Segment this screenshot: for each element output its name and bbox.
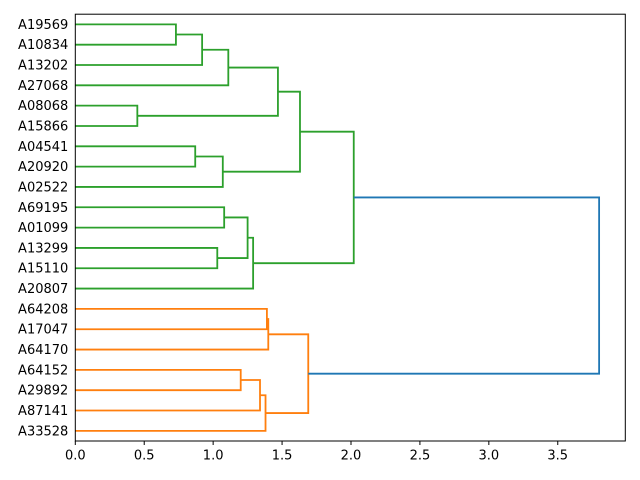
dendrogram-link-M18: [75, 394, 267, 432]
leaf-label-A02522: A02522: [18, 180, 68, 195]
dendrogram-link-M6: [75, 145, 197, 168]
x-tick-label: 0.0: [65, 449, 86, 464]
dendrogram-link-M14: [75, 307, 268, 331]
x-tick-label: 1.0: [203, 449, 224, 464]
leaf-label-A20920: A20920: [18, 160, 68, 175]
x-tick-label: 3.0: [478, 449, 499, 464]
leaf-label-A15866: A15866: [18, 119, 68, 134]
dendrogram-link-M19: [265, 333, 310, 414]
dendrogram-link-M3: [75, 48, 230, 87]
leaf-label-A04541: A04541: [18, 140, 68, 155]
dendrogram-link-M7: [75, 155, 224, 188]
dendrogram-link-M1: [75, 23, 177, 46]
dendrogram-link-M20: [308, 196, 601, 375]
leaf-label-A01099: A01099: [18, 221, 68, 236]
dendrogram-link-M5: [137, 66, 279, 117]
leaf-label-A69195: A69195: [18, 201, 68, 216]
leaf-label-A15110: A15110: [18, 262, 68, 277]
leaf-label-A20807: A20807: [18, 282, 68, 297]
plot-frame: [74, 13, 626, 442]
leaf-label-A13299: A13299: [18, 241, 68, 256]
leaf-label-A08068: A08068: [18, 99, 68, 114]
leaf-label-A64208: A64208: [18, 302, 68, 317]
leaf-label-A64170: A64170: [18, 343, 68, 358]
leaf-label-A10834: A10834: [18, 38, 68, 53]
x-tick-label: 0.5: [134, 449, 155, 464]
dendrogram-link-M11: [217, 216, 249, 259]
leaf-label-A29892: A29892: [18, 384, 68, 399]
leaf-label-A87141: A87141: [18, 404, 68, 419]
dendrogram-link-M13: [253, 130, 355, 265]
dendrogram-link-M4: [75, 104, 139, 127]
x-tick-label: 3.5: [547, 449, 568, 464]
leaf-label-A13202: A13202: [18, 59, 68, 74]
dendrogram-link-M10: [75, 247, 219, 270]
x-tick-label: 1.5: [272, 449, 293, 464]
dendrogram-link-M12: [75, 236, 255, 290]
dendrogram-link-M9: [75, 206, 226, 229]
dendrogram-link-M17: [75, 379, 261, 412]
leaf-label-A17047: A17047: [18, 323, 68, 338]
leaf-label-A33528: A33528: [18, 424, 68, 439]
dendrogram-link-M15: [75, 318, 270, 351]
leaf-label-A27068: A27068: [18, 79, 68, 94]
x-tick-label: 2.5: [410, 449, 431, 464]
x-tick-label: 2.0: [341, 449, 362, 464]
dendrogram-link-M16: [75, 368, 242, 392]
leaf-label-A19569: A19569: [18, 18, 68, 33]
dendrogram-link-M8: [222, 90, 301, 173]
dendrogram-link-M2: [75, 33, 204, 66]
leaf-label-A64152: A64152: [18, 363, 68, 378]
